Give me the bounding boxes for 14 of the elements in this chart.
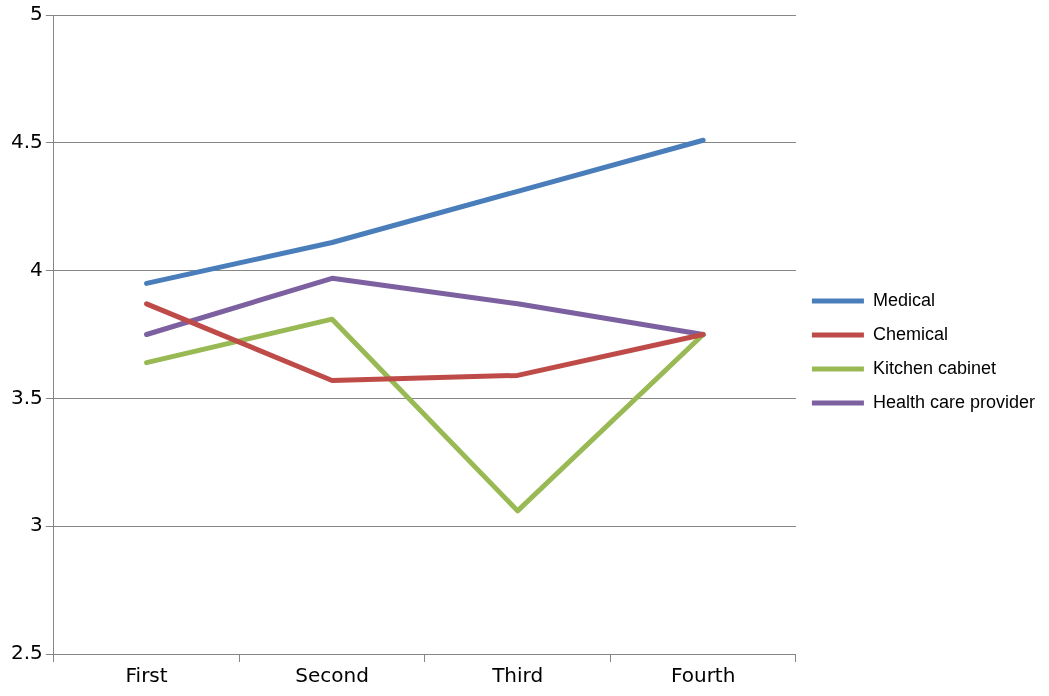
y-tick-label: 4.5 (10, 129, 43, 153)
legend-label: Kitchen cabinet (872, 357, 997, 378)
x-tick-label: First (125, 663, 168, 688)
y-tick-label: 3 (30, 512, 43, 537)
y-tick-label: 5 (30, 1, 43, 26)
y-tick-label: 4 (30, 256, 43, 281)
legend-label: Health care provider (872, 391, 1036, 412)
x-tick-label: Fourth (670, 663, 736, 688)
x-tick-label: Second (295, 663, 369, 688)
legend-label: Medical (872, 289, 935, 310)
y-tick-label: 2.5 (10, 640, 43, 665)
legend-label: Chemical (872, 323, 948, 344)
x-tick-label: Third (491, 663, 544, 688)
y-tick-label: 3.5 (10, 384, 43, 409)
